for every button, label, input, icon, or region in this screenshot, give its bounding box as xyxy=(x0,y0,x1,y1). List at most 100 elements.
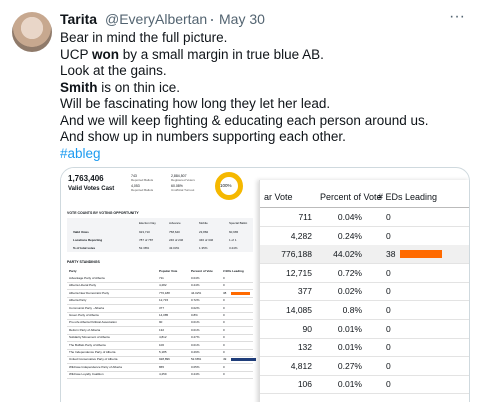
row-line xyxy=(67,311,253,313)
eds-cell: 0 xyxy=(386,230,391,241)
vote-cell: 5,185 xyxy=(159,350,167,354)
vote-cell: 14,085 xyxy=(159,313,169,317)
eds-cell: 0 xyxy=(386,342,391,353)
column-header: Percent of Vote xyxy=(191,269,213,273)
party-name: Alberta Liberal Party xyxy=(69,283,97,288)
party-name: The Independence Party of Alberta xyxy=(69,350,116,354)
row-line xyxy=(67,282,253,283)
more-menu[interactable]: ··· xyxy=(449,8,465,25)
party-name: Advantage Party of Alberta xyxy=(69,276,105,280)
eds-cell: 0 xyxy=(386,286,391,297)
row-line xyxy=(67,333,253,335)
percent-cell: 0.72% xyxy=(337,267,362,278)
vote-cell: 14,085 xyxy=(286,305,312,315)
eds-cell: 0 xyxy=(223,283,225,288)
column-header: Percent of Vote xyxy=(320,192,382,202)
percent-cell: 0.01% xyxy=(337,342,362,353)
eds-bar xyxy=(231,291,250,295)
attached-image[interactable]: 1,763,406 Valid Votes Cast 743 Reported Bal… xyxy=(60,167,470,402)
eds-cell: 0 xyxy=(386,379,391,390)
percent-cell: 0.04% xyxy=(337,212,362,222)
row-line xyxy=(67,341,253,343)
party-name: United Conservative Party of Alberta xyxy=(69,357,118,362)
stat-value: 60.08% xyxy=(171,184,183,188)
row-line xyxy=(260,300,469,302)
turnout-donut xyxy=(215,172,243,200)
eds-bar xyxy=(400,250,442,259)
party-name: Green Party of Alberta xyxy=(69,313,99,317)
date[interactable]: May 30 xyxy=(219,11,265,27)
standings-title: PARTY STANDINGS xyxy=(67,260,100,264)
row-line xyxy=(260,393,469,395)
percent-cell: 0.01% xyxy=(191,320,200,325)
row-line xyxy=(260,374,469,376)
party-name: The Buffalo Party of Alberta xyxy=(69,342,106,347)
cell: 758,640 xyxy=(169,230,180,234)
percent-cell: 0.01% xyxy=(337,379,362,390)
text-segment: UCP xyxy=(60,46,93,62)
eds-cell: 0 xyxy=(223,335,225,340)
column-header: Party xyxy=(69,269,77,273)
stat-label: Reported Ballots xyxy=(131,188,154,192)
row-line xyxy=(67,348,253,350)
percent-cell: 0.02% xyxy=(191,305,200,310)
stat-label: Reported Ballots xyxy=(131,178,154,182)
vote-cell: 106 xyxy=(159,342,165,347)
text-segment: Will be fascinating how long they let he… xyxy=(60,96,331,111)
vote-cell: 106 xyxy=(297,379,312,390)
eds-cell: 0 xyxy=(223,327,225,332)
column-header: Popular Vote xyxy=(159,269,178,273)
cell: 246 of 246 xyxy=(169,238,184,242)
vote-cell: 4,259 xyxy=(159,372,167,377)
cell: 1 of 1 xyxy=(229,238,237,242)
row-line xyxy=(260,226,469,227)
eds-cell: 0 xyxy=(223,298,225,303)
row-line xyxy=(67,289,253,291)
text-segment: Bear in mind the full picture. xyxy=(60,30,228,45)
stat-value: 2,884,507 xyxy=(171,174,187,178)
vote-cell: 12,715 xyxy=(159,298,169,303)
eds-cell: 0 xyxy=(386,305,391,315)
row-line xyxy=(260,263,469,265)
cell: 787 of 787 xyxy=(139,238,154,242)
percent-cell: 44.02% xyxy=(191,290,202,295)
stat-label: Unofficial Turnout xyxy=(171,188,195,192)
party-name: Wildrose Loyalty Coalition xyxy=(69,372,104,377)
eds-bar xyxy=(231,358,256,362)
row-line xyxy=(260,281,469,283)
vote-cell: 90 xyxy=(159,320,163,325)
eds-cell: 0 xyxy=(386,323,391,334)
author-name[interactable]: Tarita xyxy=(60,11,98,27)
vote-cell: 4,282 xyxy=(159,283,167,288)
row-label: Locations Reporting xyxy=(73,238,103,242)
text-segment: And show up in numbers supporting each o… xyxy=(60,129,346,144)
row-line xyxy=(67,378,253,380)
vote-cell: 377 xyxy=(159,305,165,310)
text-segment: And we will keep fighting & educating ea… xyxy=(60,112,429,128)
text-line: Look at the gains. xyxy=(60,63,167,78)
separator-dot xyxy=(211,19,213,21)
row-line xyxy=(67,356,253,357)
avatar[interactable] xyxy=(12,12,52,52)
text-segment: by a small margin in true blue AB. xyxy=(119,46,324,62)
eds-cell: 0 xyxy=(223,372,225,377)
text-line: Bear in mind the full picture. xyxy=(60,30,227,45)
percent-cell: 0.27% xyxy=(337,360,362,371)
vote-cell: 928,896 xyxy=(159,357,170,362)
vote-cell: 90 xyxy=(302,323,312,334)
cell: 23,882 xyxy=(199,230,209,234)
row-line xyxy=(260,319,469,320)
row-line xyxy=(67,304,253,306)
percent-cell: 0.27% xyxy=(191,335,200,340)
party-name: Solidarity Movement of Alberta xyxy=(69,335,110,340)
eds-cell: 38 xyxy=(223,290,227,295)
handle[interactable]: @EveryAlbertan xyxy=(105,11,208,27)
percent-cell: 0.29% xyxy=(191,350,200,354)
vote-cell: 4,812 xyxy=(290,360,312,371)
vote-cell: 776,188 xyxy=(281,249,312,260)
hashtag[interactable]: #ableg xyxy=(60,145,101,161)
eds-cell: 38 xyxy=(386,249,396,260)
text-line: Smith is on thin ice. xyxy=(60,80,180,95)
eds-cell: 0 xyxy=(223,320,225,325)
cell: 3.24% xyxy=(229,246,238,250)
